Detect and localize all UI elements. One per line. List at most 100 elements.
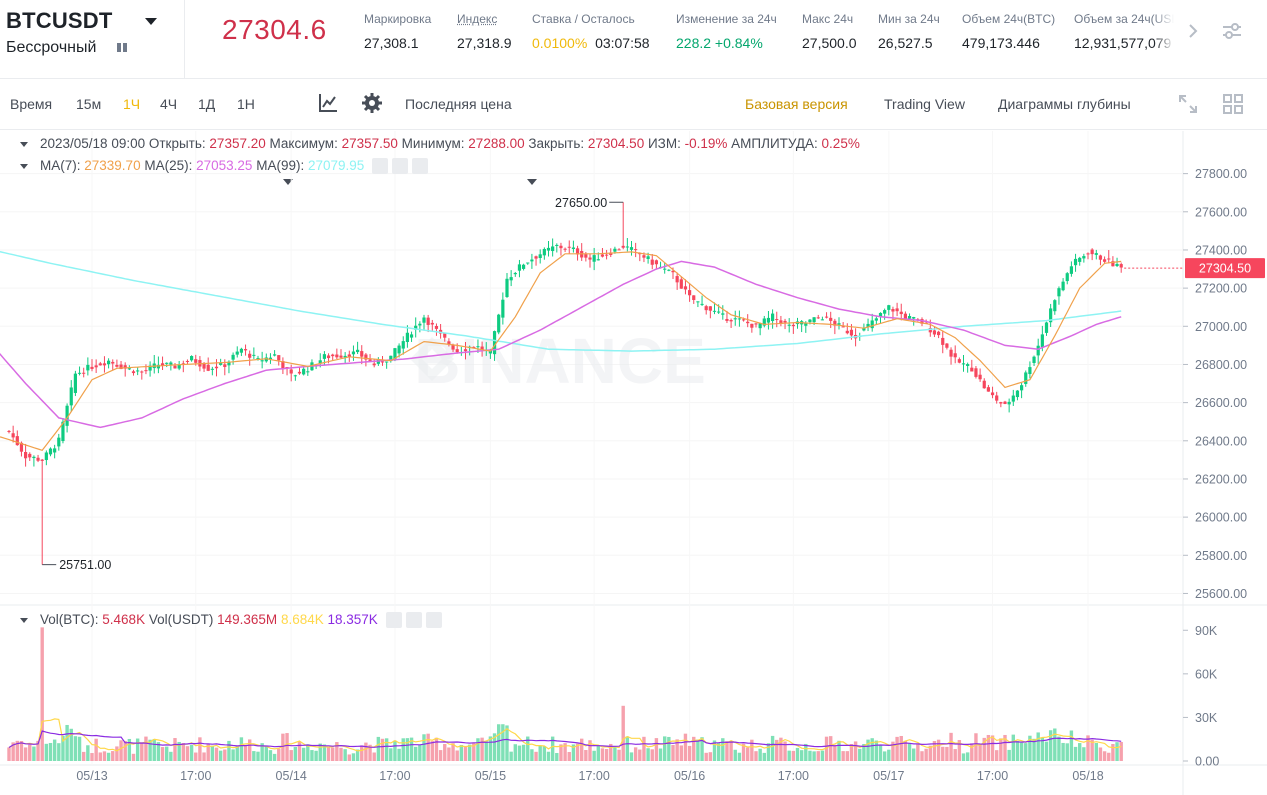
price-tick-label: 25800.00 [1195, 549, 1247, 563]
time-tick-label: 17:00 [977, 769, 1008, 783]
candle-body [194, 359, 198, 363]
volume-bar [301, 747, 306, 761]
interval-15m[interactable]: 15м [76, 96, 102, 112]
candle-body [1032, 356, 1036, 364]
candle-body [202, 363, 206, 369]
chevron-down-icon[interactable] [527, 179, 537, 185]
volume-bar [48, 742, 53, 761]
volume-bar [1061, 742, 1065, 761]
candlestick-chart[interactable]: BINANCE 27650.00 25751.00 27304.50 27800.0… [0, 131, 1267, 795]
volume-bar [434, 737, 439, 761]
volume-bar [198, 737, 202, 761]
volume-bar [990, 735, 995, 761]
volume-bar [617, 749, 621, 761]
chevron-right-icon[interactable] [1185, 22, 1201, 40]
candle-body [928, 328, 932, 333]
symbol-name[interactable]: BTCUSDT [6, 8, 113, 33]
candle-body [505, 278, 509, 298]
volume-bar [194, 752, 198, 761]
stat-volume-usdt: Объем за 24ч(USDT) 12,931,577,079 [1074, 12, 1174, 51]
interval-1d[interactable]: 1Д [198, 96, 216, 112]
fullscreen-icon[interactable] [1177, 93, 1199, 115]
volume-bar [484, 741, 488, 761]
candle-body [729, 320, 733, 322]
stat-label: Объем 24ч(BTC) [962, 12, 1056, 26]
stat-label[interactable]: Индекс [457, 12, 498, 26]
candle-body [385, 361, 389, 363]
view-basic[interactable]: Базовая версия [745, 96, 848, 112]
volume-bar [729, 741, 733, 761]
candle-body [642, 255, 646, 258]
volume-bar [775, 739, 779, 761]
candle-body [700, 303, 704, 305]
view-tradingview[interactable]: Trading View [884, 96, 965, 112]
candle-body [219, 362, 223, 365]
volume-bar [131, 753, 136, 761]
grid-layout-icon[interactable] [1222, 93, 1244, 115]
gear-icon[interactable] [361, 92, 383, 114]
candle-body [264, 357, 268, 362]
view-depth[interactable]: Диаграммы глубины [998, 96, 1131, 112]
close-icon[interactable] [425, 612, 442, 629]
volume-bar [870, 738, 874, 761]
volume-bar [878, 745, 883, 761]
candle-body [746, 321, 750, 324]
stat-volume-btc: Объем 24ч(BTC) 479,173.446 [962, 12, 1055, 51]
candle-body [165, 362, 169, 364]
candle-body [339, 355, 343, 358]
eye-icon[interactable] [385, 612, 402, 629]
volume-bar [882, 751, 887, 761]
chart-area[interactable]: BINANCE 27650.00 25751.00 27304.50 27800.0… [0, 131, 1267, 795]
candle-body [497, 314, 501, 333]
volume-bar [256, 751, 260, 761]
volume-bar [928, 745, 932, 761]
volume-bar [833, 744, 837, 761]
legend-collapse-icon[interactable] [20, 142, 28, 147]
volume-bar [264, 745, 268, 761]
interval-4h[interactable]: 4Ч [160, 96, 178, 112]
volume-bar [932, 741, 937, 761]
close-icon[interactable] [412, 158, 429, 175]
candle-body [223, 364, 227, 367]
volume-bar [542, 746, 547, 761]
volume-bar [750, 739, 754, 761]
ma25-label: MA(25): [144, 158, 193, 173]
settings-sliders-icon[interactable] [1221, 20, 1243, 42]
chevron-down-icon[interactable] [145, 18, 157, 25]
time-tick-label: 05/15 [475, 769, 506, 783]
volume-bar [708, 752, 713, 761]
price-type-select[interactable]: Последняя цена [405, 96, 512, 112]
candle-body [833, 320, 837, 326]
candle-body [181, 363, 185, 365]
stat-index-price[interactable]: Индекс 27,318.9 [457, 12, 512, 51]
gear-icon[interactable] [392, 158, 409, 175]
price-tick-label: 26200.00 [1195, 472, 1247, 486]
volume-bar [438, 750, 443, 761]
indicators-icon[interactable] [317, 92, 339, 114]
volume-bar [970, 743, 974, 761]
book-icon[interactable] [116, 42, 128, 53]
symbol-selector[interactable]: BTCUSDT Бессрочный [0, 0, 185, 79]
eye-icon[interactable] [372, 158, 389, 175]
candle-body [86, 364, 90, 371]
candle-body [567, 246, 571, 248]
interval-1w[interactable]: 1Н [237, 96, 255, 112]
interval-more-icon[interactable] [283, 179, 293, 185]
stat-high-24h: Макс 24ч 27,500.0 [802, 12, 857, 51]
stat-change-24h: Изменение за 24ч 228.2 +0.84% [676, 12, 777, 51]
volume-bar [1065, 743, 1069, 761]
volume-bar [248, 739, 252, 761]
volume-bar [293, 746, 298, 761]
interval-1h[interactable]: 1Ч [123, 96, 141, 112]
candle-body [293, 375, 297, 377]
candle-body [522, 264, 526, 269]
gear-icon[interactable] [405, 612, 422, 629]
candle-body [148, 365, 152, 371]
candle-body [393, 348, 397, 360]
vol-legend-collapse-icon[interactable] [20, 618, 28, 623]
ma-legend-collapse-icon[interactable] [20, 164, 28, 169]
volume-tick-label: 60K [1195, 667, 1218, 681]
volume-bar [766, 743, 771, 761]
volume-bar [384, 738, 389, 761]
volume-bar [260, 743, 264, 761]
